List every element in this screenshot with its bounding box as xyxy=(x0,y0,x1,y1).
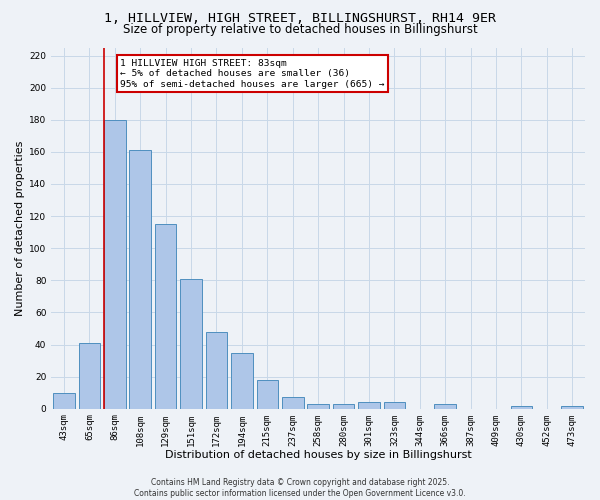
Bar xyxy=(307,404,329,408)
Bar xyxy=(79,343,100,408)
Bar xyxy=(155,224,176,408)
Text: Size of property relative to detached houses in Billingshurst: Size of property relative to detached ho… xyxy=(122,22,478,36)
X-axis label: Distribution of detached houses by size in Billingshurst: Distribution of detached houses by size … xyxy=(165,450,472,460)
Bar xyxy=(53,392,75,408)
Bar xyxy=(206,332,227,408)
Bar xyxy=(104,120,125,408)
Bar xyxy=(333,404,355,408)
Text: Contains HM Land Registry data © Crown copyright and database right 2025.
Contai: Contains HM Land Registry data © Crown c… xyxy=(134,478,466,498)
Bar xyxy=(358,402,380,408)
Text: 1, HILLVIEW, HIGH STREET, BILLINGSHURST, RH14 9ER: 1, HILLVIEW, HIGH STREET, BILLINGSHURST,… xyxy=(104,12,496,26)
Bar xyxy=(383,402,405,408)
Bar xyxy=(434,404,456,408)
Bar xyxy=(257,380,278,408)
Bar xyxy=(180,278,202,408)
Bar xyxy=(231,352,253,408)
Bar xyxy=(562,406,583,408)
Text: 1 HILLVIEW HIGH STREET: 83sqm
← 5% of detached houses are smaller (36)
95% of se: 1 HILLVIEW HIGH STREET: 83sqm ← 5% of de… xyxy=(120,58,385,88)
Bar xyxy=(282,398,304,408)
Bar xyxy=(511,406,532,408)
Y-axis label: Number of detached properties: Number of detached properties xyxy=(15,140,25,316)
Bar xyxy=(130,150,151,408)
